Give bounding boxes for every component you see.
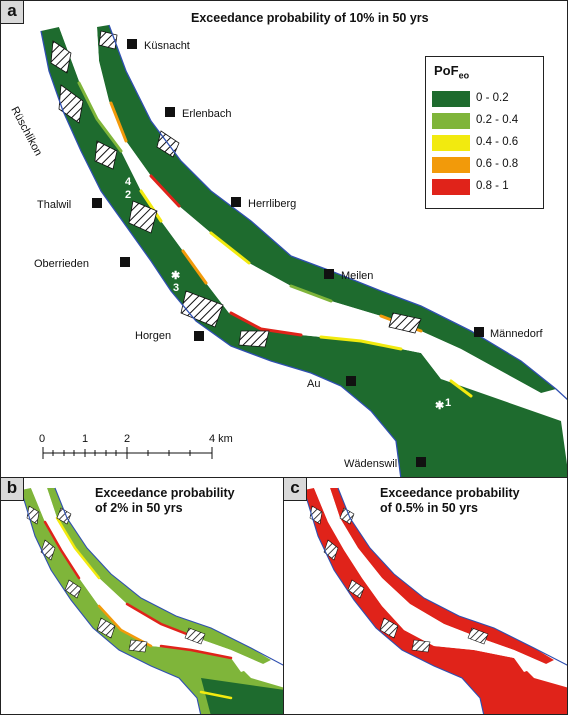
site-label-4: 4 (125, 176, 132, 188)
legend-item: 0.6 - 0.8 (432, 157, 542, 174)
scale-tick-2: 2 (124, 433, 130, 445)
town-marker (165, 107, 175, 117)
town-label-herrliberg: Herrliberg (248, 198, 296, 210)
east-slope-band (97, 25, 556, 393)
scale-tick-0: 0 (39, 433, 45, 445)
panel-letter-b: b (1, 478, 24, 501)
map-panel-b: b Exceedance probability of 2% in 50 yrs (0, 477, 284, 715)
legend-label: 0.4 - 0.6 (476, 136, 519, 148)
town-marker (127, 39, 137, 49)
town-label-ruschlikon: Rüschlikon (8, 105, 44, 158)
town-label-kusnacht: Küsnacht (144, 40, 190, 52)
panel-c-title: Exceedance probability of 0.5% in 50 yrs (380, 486, 520, 515)
legend-swatch (432, 135, 470, 151)
legend-item: 0.8 - 1 (432, 179, 542, 196)
town-marker (120, 257, 130, 267)
shoreline-east (108, 24, 567, 401)
town-label-au: Au (307, 378, 320, 390)
scale-bar (42, 447, 213, 459)
legend-swatch (432, 113, 470, 129)
legend-label: 0.8 - 1 (476, 180, 509, 192)
town-marker (92, 198, 102, 208)
legend-label: 0.2 - 0.4 (476, 114, 519, 126)
site-star-icon: ✱ (435, 400, 444, 412)
panel-letter-a: a (1, 1, 24, 24)
lake-map-b (20, 487, 283, 714)
legend: PoFeo 0 - 0.2 0.2 - 0.4 0.4 - 0.6 0.6 - … (425, 56, 544, 209)
town-label-oberrieden: Oberrieden (34, 258, 89, 270)
town-label-wadenswil: Wädenswil (344, 458, 397, 470)
west-slope-band (41, 27, 567, 477)
legend-swatch (432, 179, 470, 195)
scale-tick-4km: 4 km (209, 433, 233, 445)
lake-map-c (303, 487, 567, 714)
town-label-mannedorf: Männedorf (490, 328, 544, 340)
legend-label: 0.6 - 0.8 (476, 158, 519, 170)
town-markers (92, 39, 484, 467)
lake-map-a: Küsnacht Erlenbach Rüschlikon Thalwil He… (8, 24, 567, 477)
site-label-2: 2 (125, 189, 131, 201)
town-label-thalwil: Thalwil (37, 199, 71, 211)
town-label-meilen: Meilen (341, 270, 373, 282)
legend-item: 0.2 - 0.4 (432, 113, 542, 130)
town-label-horgen: Horgen (135, 330, 171, 342)
site-markers: ✱ 1 2 ✱ 3 4 (125, 176, 451, 412)
town-marker (194, 331, 204, 341)
map-panel-a: a Exceedance probability of 10% in 50 yr… (0, 0, 568, 478)
scale-tick-1: 1 (82, 433, 88, 445)
panel-b-title: Exceedance probability of 2% in 50 yrs (95, 486, 235, 515)
site-label-3: 3 (173, 282, 179, 294)
panel-a-title: Exceedance probability of 10% in 50 yrs (191, 11, 429, 25)
legend-swatch (432, 91, 470, 107)
lake-water (59, 27, 541, 401)
town-label-erlenbach: Erlenbach (182, 108, 232, 120)
town-marker (324, 269, 334, 279)
legend-swatch (432, 157, 470, 173)
town-marker (416, 457, 426, 467)
town-marker (346, 376, 356, 386)
legend-item: 0 - 0.2 (432, 91, 542, 108)
legend-title: PoFeo (434, 63, 470, 81)
map-panel-c: c Exceedance probability of 0.5% in 50 y… (283, 477, 568, 715)
legend-item: 0.4 - 0.6 (432, 135, 542, 152)
town-marker (474, 327, 484, 337)
site-label-1: 1 (445, 397, 451, 409)
site-star-icon: ✱ (171, 270, 180, 282)
panel-letter-c: c (284, 478, 307, 501)
town-marker (231, 197, 241, 207)
shoreline-west (40, 30, 402, 477)
legend-label: 0 - 0.2 (476, 92, 509, 104)
